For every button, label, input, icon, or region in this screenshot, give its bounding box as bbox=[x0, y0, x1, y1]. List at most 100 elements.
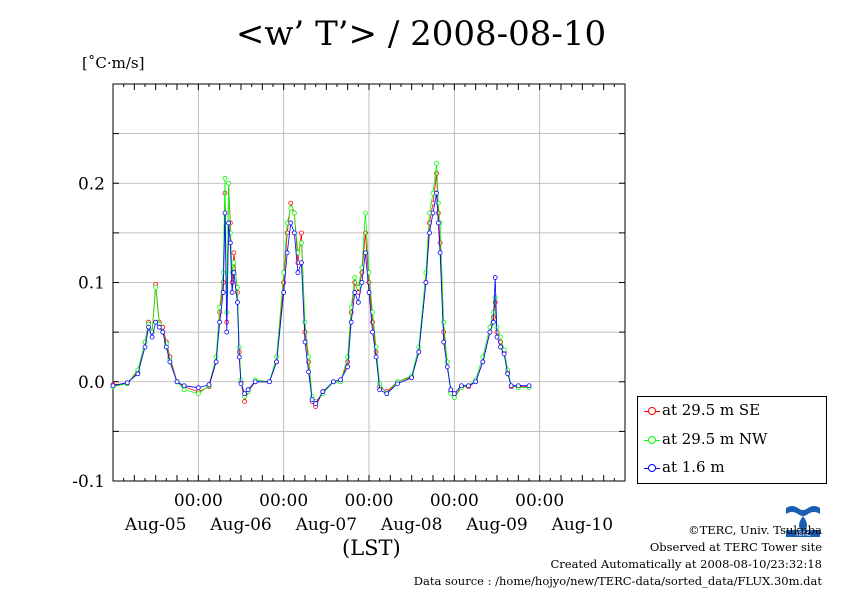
series-2-point bbox=[437, 250, 443, 256]
x-tick-label: 00:00 bbox=[345, 491, 394, 511]
series-1-point bbox=[505, 367, 511, 373]
axes: -0.1 0.0 0.1 0.2 00:00 00:00 00:00 00:00 00:00 Au… bbox=[72, 83, 626, 535]
series-2-point bbox=[288, 220, 294, 226]
series-2-point bbox=[206, 382, 212, 388]
series-1-point bbox=[434, 160, 439, 166]
x-day-label: Aug-07 bbox=[295, 515, 357, 535]
series-2-point bbox=[146, 324, 151, 330]
series-2-point bbox=[313, 401, 319, 406]
x-day-label: Aug-06 bbox=[209, 515, 271, 535]
series-2-point bbox=[174, 379, 180, 385]
series-1-point bbox=[195, 391, 201, 397]
series-0-point bbox=[437, 240, 443, 246]
series-2-point bbox=[526, 383, 532, 389]
series-2-point bbox=[153, 319, 159, 325]
series-2-point bbox=[434, 190, 439, 196]
series-2-point bbox=[352, 290, 358, 295]
series-1-point bbox=[377, 381, 383, 387]
series-2-point bbox=[487, 329, 493, 335]
x-tick-label: 00:00 bbox=[515, 491, 564, 511]
series-2-point bbox=[395, 381, 400, 387]
series-2-point bbox=[515, 383, 521, 389]
series-1-point bbox=[302, 319, 308, 325]
credit-created: Created Automatically at 2008-08-10/23:3… bbox=[550, 557, 823, 571]
series-line-0 bbox=[112, 173, 529, 408]
series-1-point bbox=[423, 270, 429, 275]
series-2-point bbox=[444, 364, 450, 370]
series-0-point bbox=[242, 399, 247, 405]
series-2-point bbox=[491, 319, 496, 325]
series-1-point bbox=[363, 210, 368, 216]
series-0-point bbox=[231, 250, 237, 256]
y-tick-label: 0.2 bbox=[78, 174, 105, 194]
series-2-point bbox=[423, 280, 429, 285]
series-2-point bbox=[348, 319, 354, 325]
series-2-point bbox=[377, 387, 383, 393]
legend-label-low: at 1.6 m bbox=[662, 458, 725, 476]
series-1-point bbox=[291, 210, 297, 216]
series-2-point bbox=[291, 230, 297, 236]
series-2-point bbox=[435, 220, 441, 226]
series-2-point bbox=[222, 210, 228, 216]
series-2-point bbox=[295, 270, 301, 275]
series-2-point bbox=[505, 371, 511, 377]
series-2-point bbox=[110, 383, 116, 389]
x-day-label: Aug-05 bbox=[124, 515, 186, 535]
series-1-point bbox=[299, 240, 304, 246]
x-day-label: Aug-09 bbox=[465, 515, 527, 535]
series-2-point bbox=[226, 220, 231, 226]
series-2-point bbox=[441, 339, 447, 345]
series-1-point bbox=[222, 175, 228, 181]
series-2-point bbox=[217, 319, 223, 325]
series-1-point bbox=[441, 319, 447, 325]
series-2-point bbox=[149, 334, 155, 340]
series-2-point bbox=[451, 391, 457, 397]
series-2-point bbox=[284, 250, 290, 256]
series-2-point bbox=[220, 290, 226, 295]
series-1-point bbox=[492, 294, 498, 300]
series-2-point bbox=[242, 391, 247, 397]
legend-entry-se: at 29.5 m SE bbox=[644, 401, 824, 421]
series-2-point bbox=[370, 329, 375, 335]
terc-logo-icon: TERC bbox=[786, 506, 820, 538]
series-2-point bbox=[167, 359, 173, 365]
legend-marker-nw bbox=[648, 436, 656, 444]
series-2-point bbox=[142, 344, 148, 350]
series-2-point bbox=[409, 375, 415, 381]
series-2-point bbox=[156, 324, 162, 330]
series-2-point bbox=[229, 290, 235, 295]
logo-text: TERC bbox=[794, 531, 811, 538]
series-2-point bbox=[459, 383, 464, 389]
series-2-point bbox=[320, 389, 326, 395]
series-0-point bbox=[299, 230, 304, 236]
series-0-point bbox=[288, 200, 294, 206]
series-2-point bbox=[238, 381, 244, 387]
series-1-point bbox=[288, 205, 294, 211]
series-2-point bbox=[274, 359, 279, 365]
series-2-point bbox=[492, 275, 498, 280]
series-2-point bbox=[281, 290, 287, 295]
series-2-point bbox=[195, 385, 201, 391]
series-1-point bbox=[444, 359, 450, 365]
legend-marker-se bbox=[648, 407, 656, 415]
x-day-label: Aug-08 bbox=[380, 515, 442, 535]
series-2-point bbox=[466, 383, 471, 389]
series-2-point bbox=[416, 349, 422, 355]
series-2-point bbox=[236, 354, 242, 360]
series-2-point bbox=[124, 380, 130, 386]
series-2-point bbox=[267, 379, 272, 385]
y-tick-label: 0.1 bbox=[78, 274, 105, 294]
credit-observed: Observed at TERC Tower site bbox=[649, 540, 822, 554]
series-1-point bbox=[355, 285, 361, 290]
series-2-point bbox=[448, 387, 454, 393]
series-2-point bbox=[508, 383, 514, 389]
legend-entry-nw: at 29.5 m NW bbox=[644, 430, 824, 450]
legend-entry-low: at 1.6 m bbox=[644, 458, 824, 478]
series-1-point bbox=[181, 387, 187, 393]
x-tick-label: 00:00 bbox=[174, 491, 223, 511]
series-2-point bbox=[163, 344, 169, 350]
series-2-point bbox=[227, 240, 233, 246]
series-2-point bbox=[331, 379, 336, 385]
series-2-point bbox=[224, 329, 230, 335]
